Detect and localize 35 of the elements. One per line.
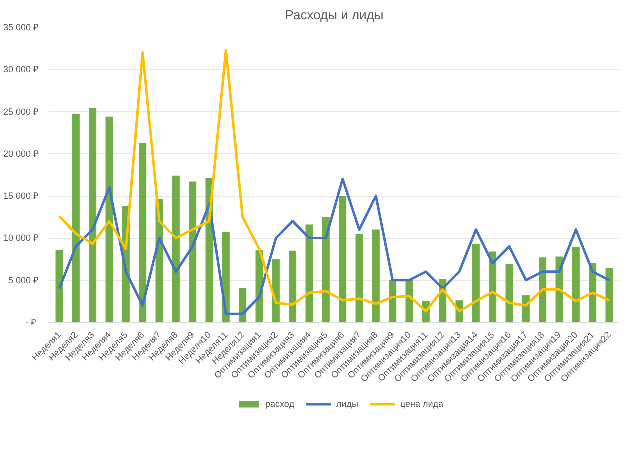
chart-title: Расходы и лиды [285, 8, 384, 22]
bar [172, 176, 180, 322]
y-tick-label: 35 000 ₽ [3, 22, 39, 32]
bar [106, 116, 114, 322]
bar [472, 244, 480, 322]
bar [289, 250, 297, 322]
y-tick-label: - ₽ [26, 318, 36, 328]
bar [506, 264, 514, 322]
bar [572, 247, 580, 322]
y-tick-label: 30 000 ₽ [3, 64, 39, 75]
y-tick-label: 15 000 ₽ [3, 191, 39, 202]
bar [72, 114, 80, 322]
y-tick-label: 25 000 ₽ [3, 106, 39, 117]
bar [139, 142, 147, 322]
bar [372, 230, 380, 322]
bar [356, 234, 364, 322]
bar [606, 268, 614, 322]
line-series [58, 49, 611, 313]
bar [272, 259, 280, 322]
bar [56, 250, 64, 322]
bar [322, 217, 330, 322]
bar [339, 196, 347, 322]
bar [89, 108, 97, 322]
bar [189, 182, 197, 322]
bar [539, 258, 547, 322]
legend-label: лиды [336, 399, 358, 409]
y-tick-label: 10 000 ₽ [3, 233, 39, 244]
bar [306, 224, 314, 322]
line-series [58, 178, 611, 316]
bar [389, 280, 397, 322]
y-tick-label: 5 000 ₽ [8, 275, 39, 286]
legend-label: цена лида [400, 399, 444, 409]
legend-label: расход [265, 399, 294, 409]
bar [239, 288, 247, 322]
y-tick-label: 20 000 ₽ [3, 148, 39, 159]
